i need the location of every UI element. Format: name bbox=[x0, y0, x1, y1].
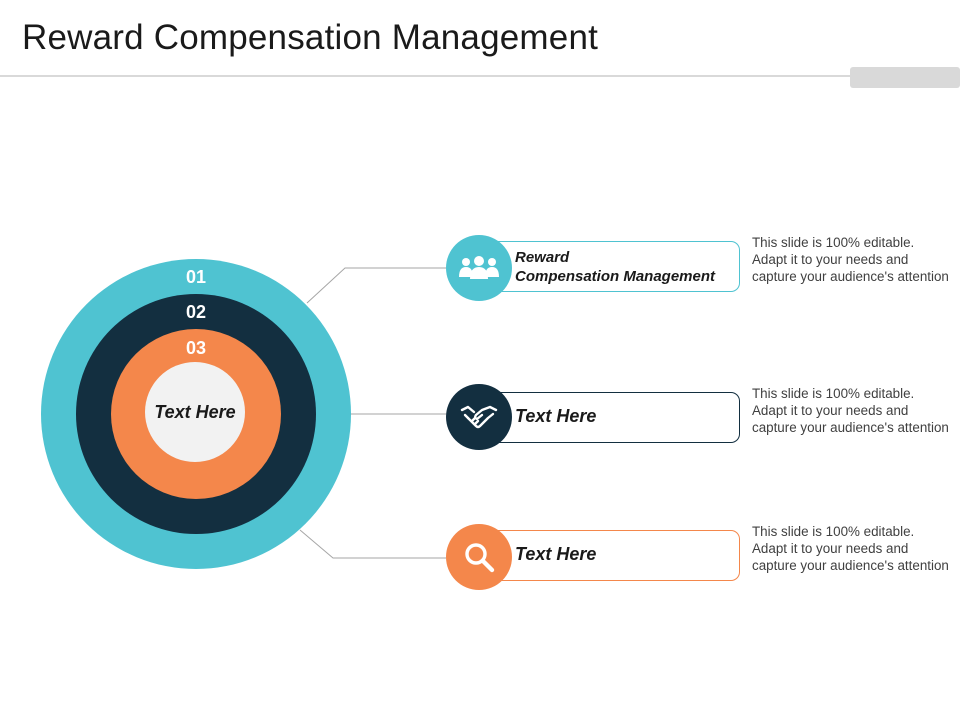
item-title-1-line-1: Reward bbox=[515, 249, 570, 266]
magnifier-icon bbox=[465, 543, 495, 573]
item-title-3: Text Here bbox=[515, 544, 597, 564]
item-description-3: This slide is 100% editable. Adapt it to… bbox=[752, 524, 949, 573]
ring-number-03: 03 bbox=[185, 338, 207, 358]
item-description-2: This slide is 100% editable. Adapt it to… bbox=[752, 386, 949, 435]
item-box-3 bbox=[470, 530, 740, 581]
center-label: Text Here bbox=[145, 362, 245, 462]
title-accent-bar bbox=[850, 67, 960, 88]
item-description-1: This slide is 100% editable. Adapt it to… bbox=[752, 235, 949, 284]
item-icon-circle-2 bbox=[446, 384, 512, 450]
slide-title: Reward Compensation Management bbox=[22, 18, 599, 57]
item-title-2: Text Here bbox=[515, 406, 597, 426]
title-divider bbox=[0, 75, 850, 77]
connector-line-1 bbox=[306, 267, 446, 304]
item-icon-circle-1 bbox=[446, 235, 512, 301]
ring-number-02: 02 bbox=[185, 302, 207, 322]
item-box-1 bbox=[470, 241, 740, 292]
handshake-icon bbox=[460, 405, 498, 429]
item-title-1-line-2: Compensation Management bbox=[515, 268, 716, 285]
connector-line-3 bbox=[299, 529, 446, 559]
people-group-icon bbox=[459, 256, 499, 279]
item-box-2 bbox=[470, 392, 740, 443]
item-icon-circle-3 bbox=[446, 524, 512, 590]
ring-number-01: 01 bbox=[185, 267, 207, 287]
item-title-1: Reward Compensation Management bbox=[515, 248, 715, 286]
